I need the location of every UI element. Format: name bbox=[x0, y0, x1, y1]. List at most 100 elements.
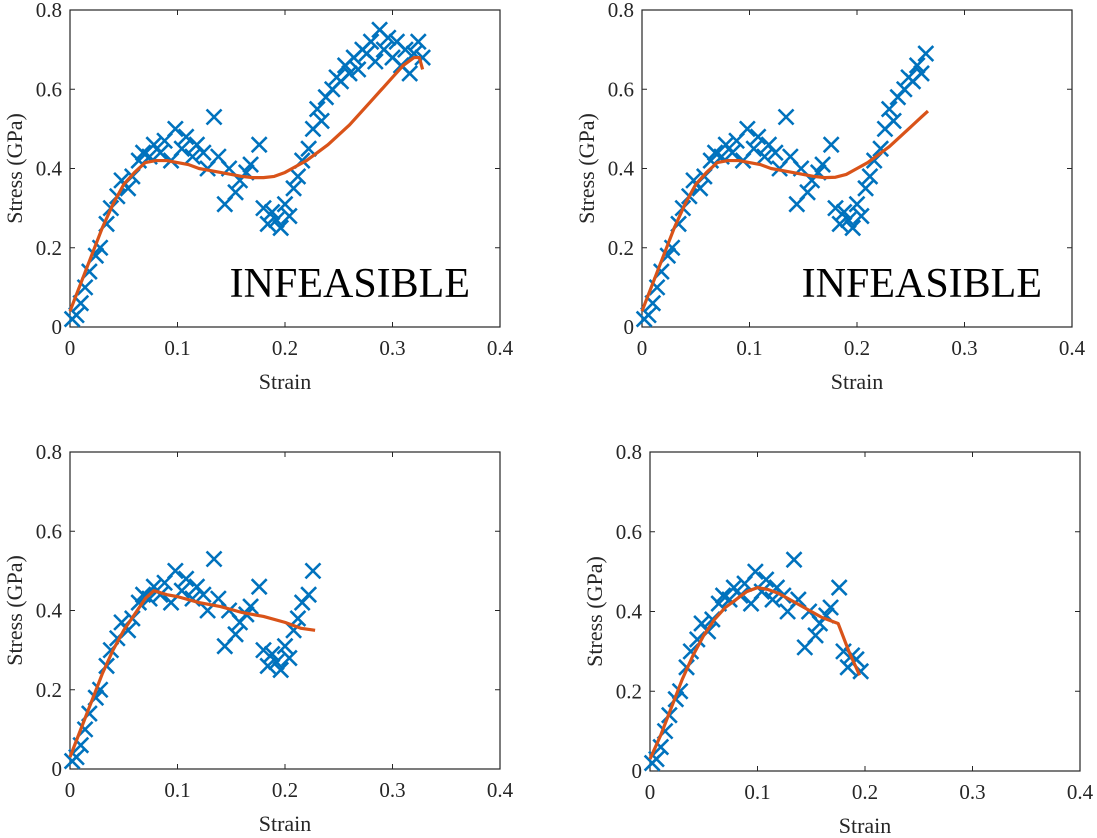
data-point-marker bbox=[861, 168, 879, 185]
data-point-marker bbox=[799, 183, 816, 201]
data-point-marker bbox=[313, 112, 330, 130]
data-point-marker bbox=[814, 156, 832, 173]
data-point-marker bbox=[885, 112, 902, 130]
data-point-marker bbox=[721, 591, 738, 608]
data-point-marker bbox=[852, 207, 870, 225]
data-point-marker bbox=[777, 108, 795, 126]
y-tick-label: 0.2 bbox=[36, 678, 62, 702]
data-point-marker bbox=[362, 33, 380, 51]
data-point-marker bbox=[379, 29, 397, 47]
x-tick-label: 0 bbox=[637, 336, 648, 360]
data-point-marker bbox=[289, 610, 307, 627]
data-point-marker bbox=[652, 738, 670, 756]
data-point-marker bbox=[177, 570, 195, 588]
data-point-marker bbox=[745, 140, 763, 158]
data-point-marker bbox=[341, 64, 358, 82]
data-point-marker bbox=[688, 630, 706, 648]
x-tick-label: 0.3 bbox=[379, 778, 405, 802]
y-axis-label: Stress (GPa) bbox=[574, 113, 599, 224]
data-point-marker bbox=[785, 551, 803, 569]
data-point-marker bbox=[807, 627, 824, 644]
fit-line bbox=[68, 55, 425, 312]
data-point-marker bbox=[880, 100, 898, 118]
y-tick-label: 0.4 bbox=[36, 599, 63, 623]
data-point-marker bbox=[177, 128, 195, 146]
subplot-2: 0 0.1 0.2 0.3 0.4 0 0.2 0.4 0.6 0.8 Strain Stress (… bbox=[574, 0, 1086, 394]
x-tick-label: 0.2 bbox=[852, 780, 878, 804]
data-point-marker bbox=[194, 144, 212, 162]
axes-box bbox=[69, 451, 501, 770]
data-point-marker bbox=[259, 657, 277, 675]
y-tick-label: 0.8 bbox=[608, 0, 634, 22]
fit-line bbox=[68, 589, 316, 758]
x-tick-label: 0.1 bbox=[164, 336, 190, 360]
data-point-marker bbox=[746, 563, 764, 581]
data-point-marker bbox=[205, 550, 223, 568]
x-tick-label: 0 bbox=[65, 778, 76, 802]
data-point-marker bbox=[844, 219, 862, 237]
data-point-marker bbox=[250, 136, 268, 154]
fit-line bbox=[640, 109, 930, 312]
data-point-marker bbox=[119, 621, 137, 639]
x-tick-label: 0.3 bbox=[959, 780, 985, 804]
x-tick-label: 0.3 bbox=[379, 336, 405, 360]
data-point-marker bbox=[280, 207, 298, 225]
x-tick-label: 0.4 bbox=[487, 778, 514, 802]
x-tick-label: 0.1 bbox=[744, 780, 770, 804]
y-axis-label: Stress (GPa) bbox=[582, 556, 607, 667]
y-tick-label: 0.6 bbox=[608, 77, 634, 101]
data-point-marker bbox=[300, 586, 318, 604]
x-axis-label: Strain bbox=[259, 369, 312, 394]
data-point-marker bbox=[396, 41, 414, 59]
x-tick-label: 0 bbox=[645, 780, 656, 804]
x-tick-label: 0.2 bbox=[272, 778, 298, 802]
infeasible-annotation: INFEASIBLE bbox=[802, 261, 1042, 307]
data-point-marker bbox=[908, 57, 926, 74]
y-tick-label: 0 bbox=[52, 315, 63, 339]
data-series bbox=[63, 21, 432, 328]
data-point-marker bbox=[267, 653, 285, 671]
y-tick-label: 0.2 bbox=[616, 679, 642, 703]
x-axis-label: Strain bbox=[259, 811, 312, 836]
data-point-marker bbox=[822, 136, 840, 154]
data-point-marker bbox=[141, 590, 158, 608]
data-point-marker bbox=[835, 203, 853, 221]
data-point-marker bbox=[227, 183, 244, 201]
data-point-marker bbox=[263, 203, 281, 221]
data-point-marker bbox=[259, 215, 277, 233]
data-point-marker bbox=[857, 179, 875, 197]
axes-box bbox=[649, 451, 1081, 772]
fit-line bbox=[648, 585, 862, 760]
data-series bbox=[635, 45, 935, 328]
y-tick-label: 0 bbox=[632, 759, 643, 783]
data-point-marker bbox=[401, 64, 419, 82]
data-point-marker bbox=[366, 53, 384, 70]
data-point-marker bbox=[766, 144, 784, 162]
data-point-marker bbox=[872, 140, 890, 158]
data-point-marker bbox=[289, 168, 307, 185]
data-point-marker bbox=[276, 195, 294, 213]
x-tick-label: 0.4 bbox=[487, 336, 514, 360]
data-point-marker bbox=[272, 661, 290, 679]
x-tick-label: 0.3 bbox=[951, 336, 977, 360]
data-point-marker bbox=[848, 195, 866, 213]
x-tick-label: 0.2 bbox=[272, 336, 298, 360]
data-point-marker bbox=[723, 144, 741, 162]
data-point-marker bbox=[166, 562, 184, 580]
data-point-marker bbox=[285, 179, 303, 197]
data-point-marker bbox=[227, 625, 244, 643]
data-point-marker bbox=[409, 33, 427, 51]
y-tick-label: 0.8 bbox=[36, 0, 62, 22]
y-tick-label: 0.6 bbox=[36, 77, 62, 101]
y-tick-label: 0.2 bbox=[36, 236, 62, 260]
subplot-4: 0 0.1 0.2 0.3 0.4 0 0.2 0.4 0.6 0.8 Strain Stress (… bbox=[582, 440, 1094, 838]
data-point-marker bbox=[308, 100, 326, 118]
data-point-marker bbox=[830, 579, 848, 596]
y-tick-label: 0.8 bbox=[36, 440, 62, 464]
data-point-marker bbox=[166, 120, 184, 138]
x-tick-label: 0.1 bbox=[164, 778, 190, 802]
y-axis-label: Stress (GPa) bbox=[2, 113, 27, 224]
data-point-marker bbox=[194, 586, 212, 604]
y-tick-label: 0.8 bbox=[616, 440, 642, 464]
